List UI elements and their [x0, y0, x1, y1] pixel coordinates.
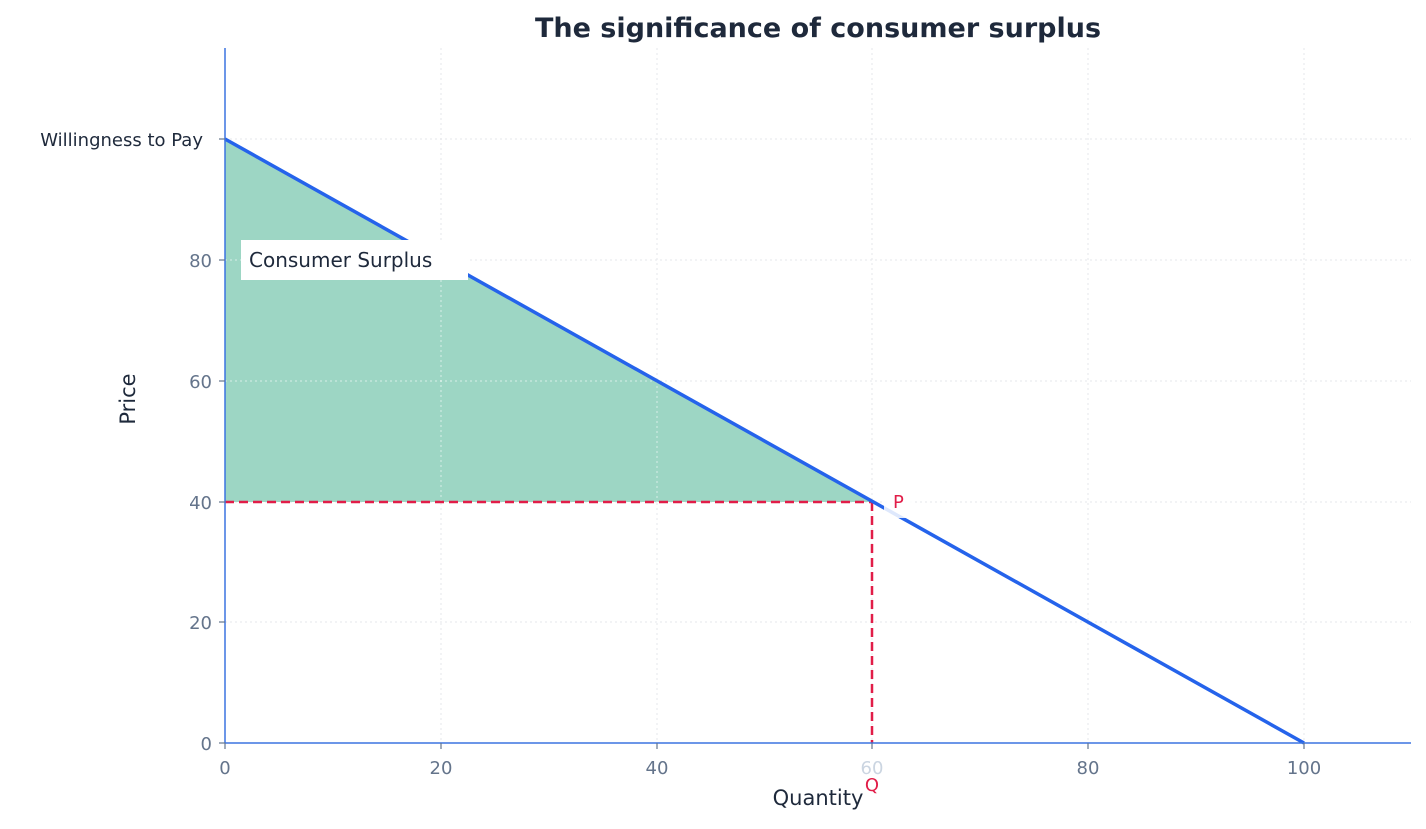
y-axis-label: Price: [116, 373, 140, 424]
willingness-to-pay-label: Willingness to Pay: [40, 130, 203, 151]
q-label: Q: [865, 775, 879, 796]
surplus-label: Consumer Surplus: [249, 248, 432, 272]
x-tick-60: 60: [861, 758, 884, 779]
x-tick-40: 40: [646, 758, 669, 779]
x-tick-100: 100: [1287, 758, 1321, 779]
grid: [225, 48, 1411, 743]
y-tick-80: 80: [189, 251, 212, 272]
x-tick-80: 80: [1077, 758, 1100, 779]
y-tick-20: 20: [189, 613, 212, 634]
chart-title: The significance of consumer surplus: [535, 13, 1101, 44]
y-tick-60: 60: [189, 372, 212, 393]
p-label-box: [884, 485, 912, 518]
y-tick-40: 40: [189, 493, 212, 514]
x-tick-20: 20: [430, 758, 453, 779]
p-label: P: [893, 492, 904, 513]
ticks: [219, 138, 1305, 749]
y-tick-0: 0: [201, 734, 212, 755]
x-tick-0: 0: [219, 758, 230, 779]
surplus-label-box: [241, 240, 468, 280]
demand-curve: [224, 137, 1305, 745]
x-axis-label: Quantity: [773, 786, 864, 810]
